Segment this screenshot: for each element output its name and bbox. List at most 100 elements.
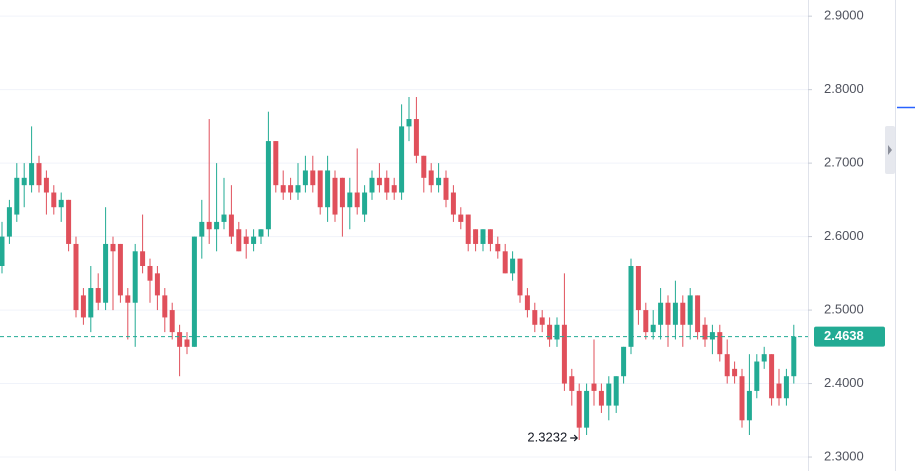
candle-body (480, 229, 486, 244)
candle-body (658, 302, 664, 325)
candle-body (376, 177, 382, 186)
candle-body (406, 119, 412, 127)
candle-body (754, 361, 760, 391)
last-price-box (814, 326, 885, 347)
candle-body (746, 390, 752, 421)
candle-body (436, 177, 442, 186)
candle-body (761, 354, 767, 362)
candle-body (310, 170, 316, 186)
candle-body (258, 229, 264, 237)
y-tick-label: 2.4000 (824, 375, 864, 390)
candle-body (776, 383, 782, 399)
candle-body (621, 346, 627, 377)
candle-body (783, 376, 789, 399)
candle-body (14, 177, 20, 215)
candle-body (473, 229, 479, 244)
candle-body (36, 163, 42, 186)
low-annotation: 2.3232 (527, 429, 567, 444)
candle-body (547, 324, 553, 340)
candle-body (517, 258, 523, 296)
candle-body (88, 288, 94, 318)
candle-body (628, 265, 634, 347)
candle-body (221, 214, 227, 222)
candle-body (606, 383, 612, 406)
candle-body (709, 332, 715, 340)
candle-body (428, 170, 434, 186)
candle-body (598, 390, 604, 406)
candle-body (369, 177, 375, 193)
candle-body (236, 229, 242, 252)
candle-body (132, 251, 138, 303)
candle-body (251, 236, 257, 244)
candle-body (339, 177, 345, 208)
candle-body (769, 354, 775, 399)
candle-body (0, 236, 5, 266)
candle-body (591, 383, 597, 391)
candle-body (51, 192, 57, 208)
y-tick-label: 2.5000 (824, 302, 864, 317)
candle-body (421, 155, 427, 178)
candle-body (43, 177, 49, 193)
candle-body (66, 199, 72, 244)
candle-body (295, 185, 301, 193)
candle-body (21, 177, 27, 186)
candle-body (354, 192, 360, 208)
candle-body (687, 295, 693, 325)
scroll-arrow (888, 145, 892, 155)
candle-body (162, 295, 168, 318)
candle-body (450, 192, 456, 215)
candle-body (95, 288, 101, 303)
annotation-arrow (570, 434, 579, 442)
candle-body (302, 170, 308, 186)
y-tick-label: 2.9000 (824, 8, 864, 23)
candle-body (125, 295, 131, 303)
candle-body (495, 243, 501, 252)
candle-body (391, 185, 397, 193)
y-tick-label: 2.3000 (824, 448, 864, 463)
candle-body (443, 177, 449, 200)
candle-body (510, 258, 516, 274)
candle-body (280, 185, 286, 193)
candle-body (561, 324, 567, 384)
candle-body (665, 302, 671, 325)
candle-body (58, 199, 64, 208)
candle-body (680, 302, 686, 325)
candle-body (362, 192, 368, 215)
candle-body (273, 141, 279, 186)
y-tick-label: 2.8000 (824, 81, 864, 96)
candle-body (29, 163, 35, 186)
candle-body (184, 339, 190, 347)
candle-body (724, 354, 730, 377)
candle-body (739, 376, 745, 421)
candle-body (73, 243, 79, 311)
candle-body (317, 170, 323, 208)
candle-body (199, 221, 205, 237)
candle-body (650, 324, 656, 333)
candle-body (265, 141, 271, 230)
candle-body (177, 332, 183, 347)
candles (0, 96, 797, 440)
candle-body (413, 119, 419, 156)
candle-body (154, 273, 160, 296)
candle-body (332, 177, 338, 215)
candle-body (576, 390, 582, 428)
candle-body (117, 243, 123, 296)
candle-body (524, 295, 530, 311)
price-axis: 2.3000 2.4000 2.5000 2.6000 2.7000 2.8000 2.90… (808, 8, 885, 463)
last-price-label: 2.4638 (824, 328, 864, 343)
candle-body (228, 214, 234, 237)
candle-body (569, 376, 575, 391)
candle-body (554, 324, 560, 340)
candle-body (465, 214, 471, 244)
candle-body (347, 192, 353, 208)
candle-body (732, 368, 738, 377)
candle-body (147, 265, 153, 281)
candle-body (140, 251, 146, 266)
candle-body (643, 310, 649, 333)
candle-body (6, 207, 12, 237)
candle-body (110, 243, 116, 252)
candle-body (791, 336, 797, 377)
candle-body (695, 295, 701, 333)
candle-body (717, 332, 723, 355)
